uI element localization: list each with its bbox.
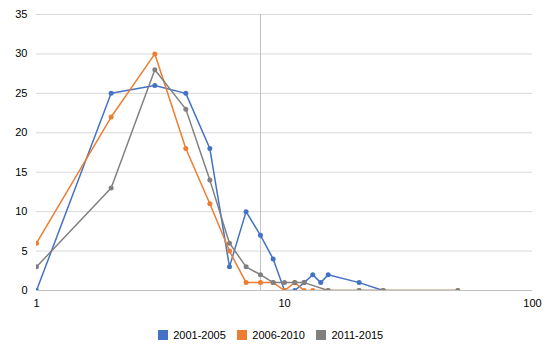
html-text:2011-2015: 2011-2015 bbox=[331, 328, 384, 341]
svg-text:10: 10 bbox=[15, 205, 27, 217]
svg-text:100: 100 bbox=[523, 297, 541, 309]
svg-text:0: 0 bbox=[21, 284, 27, 296]
svg-text:10: 10 bbox=[278, 297, 290, 309]
svg-text:15: 15 bbox=[15, 166, 27, 178]
svg-text:35: 35 bbox=[15, 8, 27, 20]
svg-text:20: 20 bbox=[15, 126, 27, 138]
svg-text:5: 5 bbox=[21, 245, 27, 257]
svg-text:25: 25 bbox=[15, 87, 27, 99]
svg-text:1: 1 bbox=[33, 297, 39, 309]
svg-text:30: 30 bbox=[15, 47, 27, 59]
html-text:2001-2005: 2001-2005 bbox=[173, 328, 226, 341]
html-text:2006-2010: 2006-2010 bbox=[252, 328, 305, 341]
